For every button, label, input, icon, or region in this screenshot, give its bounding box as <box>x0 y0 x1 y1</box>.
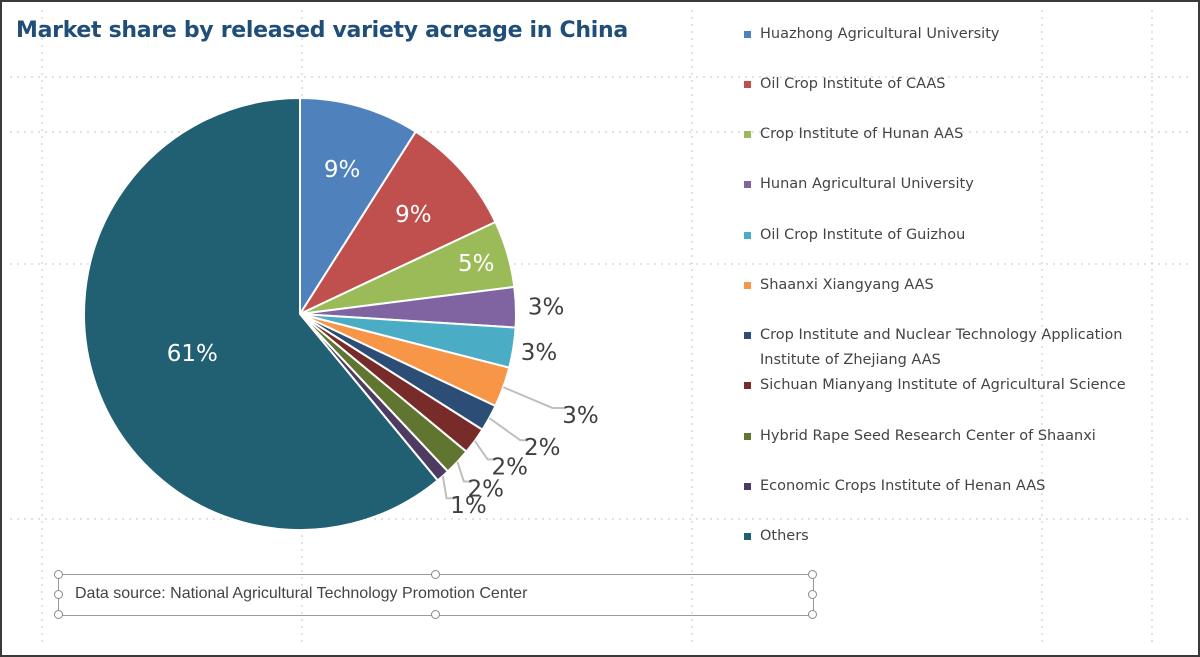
legend-swatch <box>744 483 751 490</box>
legend-swatch <box>744 31 751 38</box>
data-label-11: 61% <box>167 341 218 367</box>
legend-label: Hybrid Rape Seed Research Center of Shaa… <box>760 428 1096 444</box>
legend-label: Oil Crop Institute of CAAS <box>760 76 946 92</box>
data-label-8: 2% <box>491 454 528 480</box>
legend-swatch <box>744 131 751 138</box>
leader-line-8 <box>473 440 496 461</box>
legend-label: Crop Institute and Nuclear Technology Ap… <box>760 327 1123 368</box>
legend-item-5: Oil Crop Institute of Guizhou <box>744 223 965 248</box>
leader-line-10 <box>441 475 455 500</box>
legend-item-3: Crop Institute of Hunan AAS <box>744 122 963 147</box>
source-textbox[interactable]: Data source: National Agricultural Techn… <box>54 570 817 619</box>
resize-handle[interactable] <box>808 570 817 579</box>
data-label-9: 2% <box>468 476 505 502</box>
data-label-5: 3% <box>521 340 558 366</box>
pie-chart[interactable]: 9%9%5%3%3%3%2%2%2%1%61% <box>2 2 742 655</box>
legend-swatch <box>744 332 751 339</box>
data-label-10: 1% <box>450 493 487 519</box>
resize-handle[interactable] <box>808 590 817 599</box>
legend-label: Sichuan Mianyang Institute of Agricultur… <box>760 377 1126 393</box>
data-label-4: 3% <box>528 294 565 320</box>
legend-swatch <box>744 533 751 540</box>
legend-item-6: Shaanxi Xiangyang AAS <box>744 273 934 298</box>
legend-swatch <box>744 81 751 88</box>
resize-handle[interactable] <box>431 570 440 579</box>
legend-item-11: Others <box>744 524 809 549</box>
data-label-6: 3% <box>562 403 599 429</box>
legend-item-4: Hunan Agricultural University <box>744 172 974 197</box>
resize-handle[interactable] <box>54 570 63 579</box>
pie-slice-11[interactable] <box>83 96 440 531</box>
legend-label: Huazhong Agricultural University <box>760 26 1000 42</box>
resize-handle[interactable] <box>808 610 817 619</box>
data-label-2: 9% <box>395 202 432 228</box>
legend-label: Oil Crop Institute of Guizhou <box>760 227 966 243</box>
legend-label: Crop Institute of Hunan AAS <box>760 126 964 142</box>
data-source-text: Data source: National Agricultural Techn… <box>75 585 528 602</box>
pie-slice-2[interactable] <box>297 130 497 317</box>
leader-line-6 <box>502 386 567 409</box>
legend-item-1: Huazhong Agricultural University <box>744 22 999 47</box>
legend-swatch <box>744 382 751 389</box>
legend-label: Hunan Agricultural University <box>760 176 974 192</box>
legend-swatch <box>744 232 751 239</box>
data-label-3: 5% <box>458 251 495 277</box>
legend-item-7: Crop Institute and Nuclear Technology Ap… <box>744 323 1184 373</box>
legend-swatch <box>744 433 751 440</box>
resize-handle[interactable] <box>431 610 440 619</box>
legend-item-2: Oil Crop Institute of CAAS <box>744 72 946 97</box>
legend-label: Others <box>760 528 809 544</box>
legend-label: Shaanxi Xiangyang AAS <box>760 277 934 293</box>
resize-handle[interactable] <box>54 590 63 599</box>
chart-title: Market share by released variety acreage… <box>16 18 628 43</box>
data-label-7: 2% <box>524 435 561 461</box>
resize-handle[interactable] <box>54 610 63 619</box>
legend-item-8: Sichuan Mianyang Institute of Agricultur… <box>744 373 1126 398</box>
leader-line-7 <box>488 417 529 442</box>
leader-line-9 <box>456 461 472 483</box>
legend-item-10: Economic Crops Institute of Henan AAS <box>744 474 1045 499</box>
pie-slice-1[interactable] <box>299 96 418 318</box>
legend-swatch <box>744 282 751 289</box>
data-label-1: 9% <box>324 157 361 183</box>
legend-item-9: Hybrid Rape Seed Research Center of Shaa… <box>744 424 1096 449</box>
legend-swatch <box>744 181 751 188</box>
legend-label: Economic Crops Institute of Henan AAS <box>760 478 1046 494</box>
